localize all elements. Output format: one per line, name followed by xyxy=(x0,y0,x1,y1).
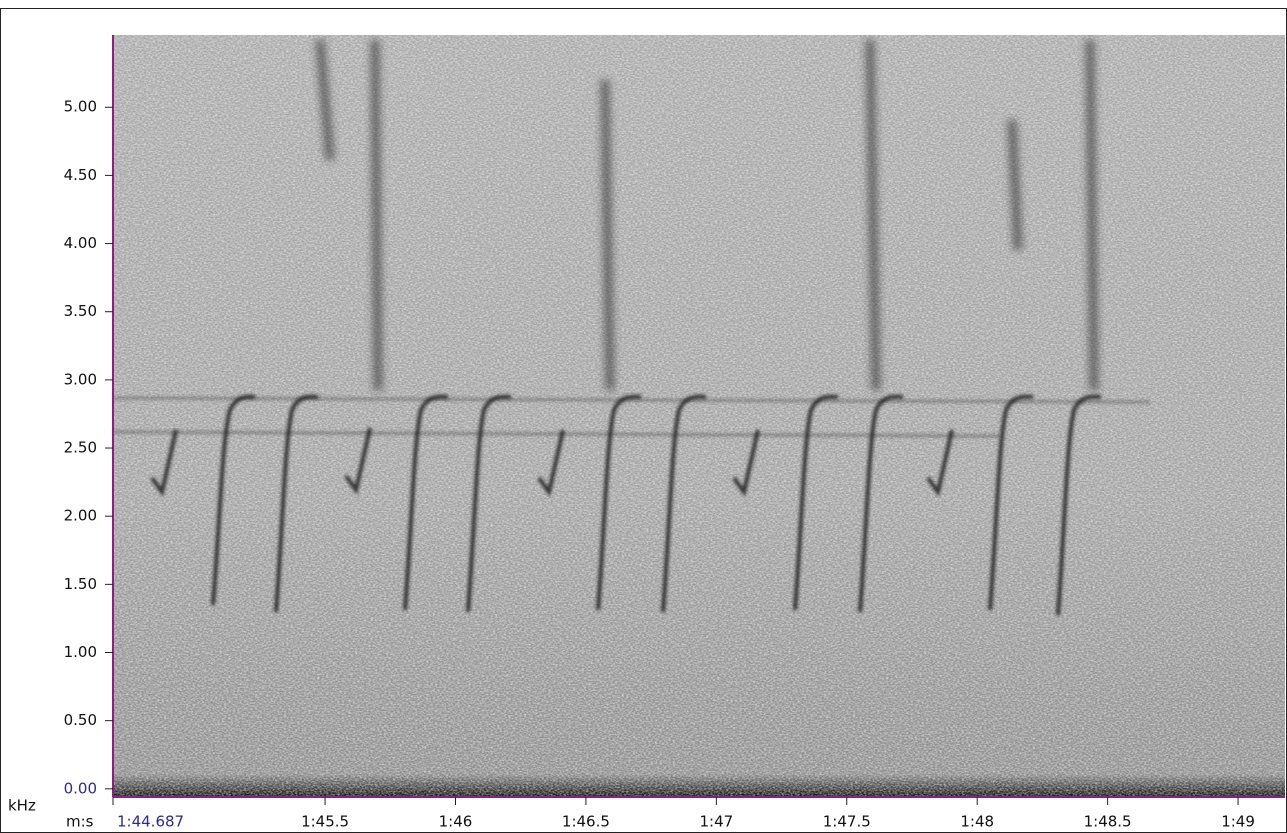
y-tick-label: 2.50 xyxy=(64,439,97,457)
y-tick-label: 0.50 xyxy=(64,711,97,729)
y-tick-label: 4.50 xyxy=(64,166,97,184)
x-tick-label: 1:44.687 xyxy=(117,813,184,831)
x-tick-label: 1:46.5 xyxy=(562,813,610,831)
y-tick-label: 2.00 xyxy=(64,507,97,525)
axes: 0.00 0.50 1.00 1.50 2.00 2.50 3.00 3.50 4.00 4.50… xyxy=(64,35,1285,831)
syllables xyxy=(150,394,1102,616)
x-tick-label: 1:45.5 xyxy=(301,813,349,831)
vertical-bands xyxy=(315,39,1099,391)
harmonic-band xyxy=(112,397,1151,437)
x-tick-label: 1:47.5 xyxy=(823,813,871,831)
plot-area xyxy=(112,35,1285,797)
x-tick-label: 1:46 xyxy=(439,813,473,831)
y-tick-label: 3.00 xyxy=(64,370,97,388)
x-tick-label: 1:48.5 xyxy=(1084,813,1132,831)
x-tick-label: 1:48 xyxy=(960,813,994,831)
y-tick-label: 1.00 xyxy=(64,643,97,661)
x-axis-label: m:s xyxy=(66,813,94,831)
y-tick-label: 5.00 xyxy=(64,98,97,116)
y-axis-label: kHz xyxy=(8,797,36,815)
y-tick-label: 3.50 xyxy=(64,302,97,320)
x-tick-label: 1:47 xyxy=(700,813,734,831)
x-tick-label: 1:49 xyxy=(1221,813,1255,831)
y-tick-label: 4.00 xyxy=(64,234,97,252)
y-tick-label: 1.50 xyxy=(64,575,97,593)
y-tick-label: 0.00 xyxy=(64,779,97,797)
